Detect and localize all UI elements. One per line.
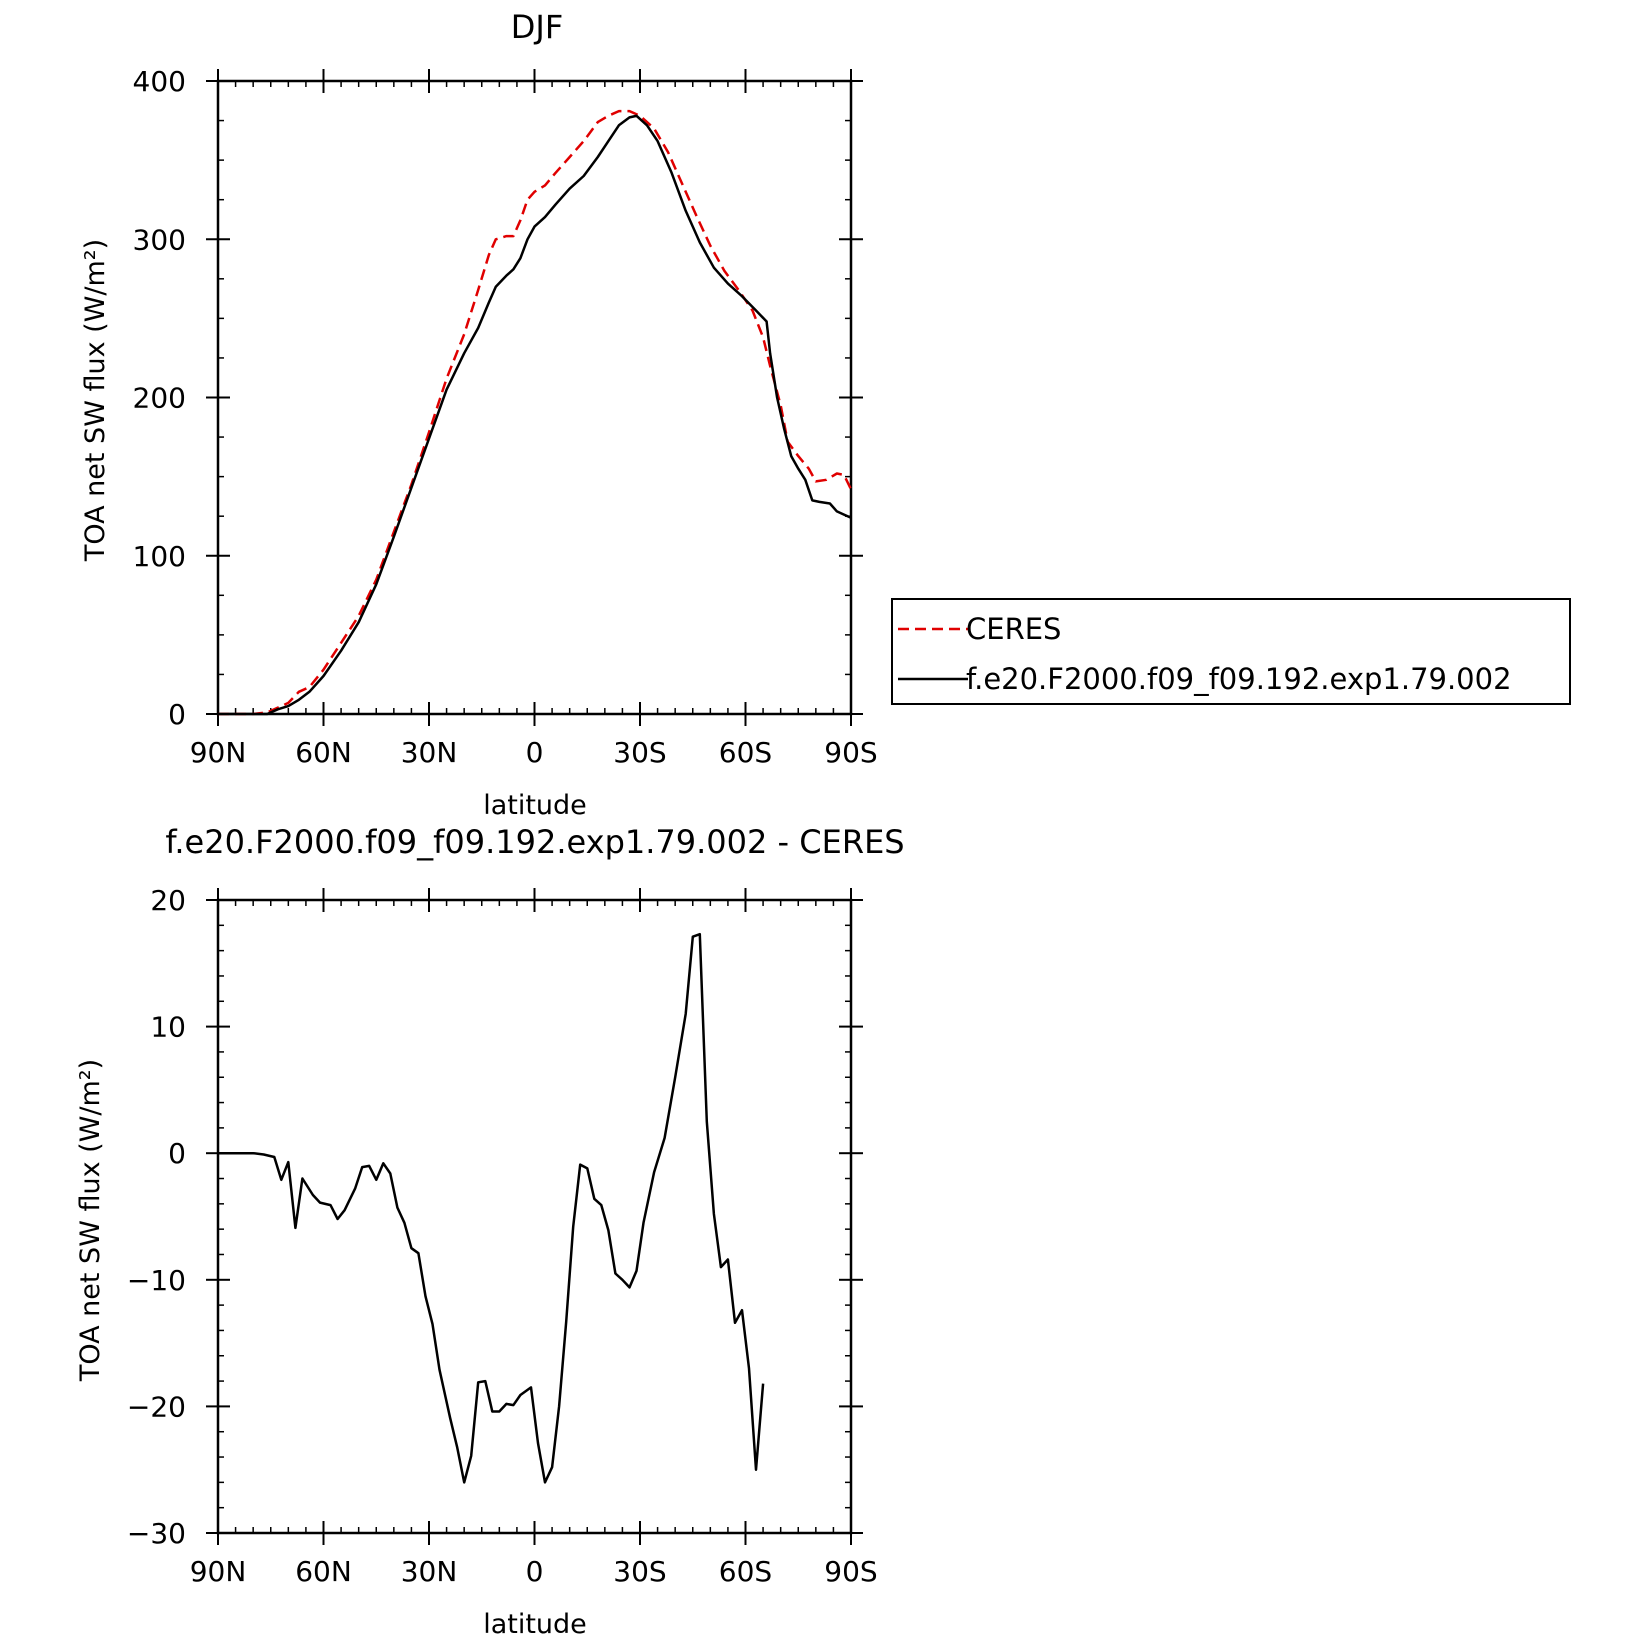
top-x-tick-label: 90S: [824, 736, 877, 769]
bottom-y-tick-label: −10: [127, 1264, 186, 1297]
top-plot-frame: [216, 79, 853, 716]
top-series-line-model: [218, 114, 852, 716]
top-x-tick-label: 30N: [401, 736, 458, 769]
bottom-x-tick-label: 60S: [719, 1555, 772, 1588]
bottom-x-tick-label: 30S: [613, 1555, 666, 1588]
top-y-ticks: 0 100 200 300 400: [133, 65, 863, 731]
legend-label-ceres: CERES: [966, 612, 1061, 646]
bottom-y-tick-label: −30: [127, 1517, 186, 1550]
top-y-axis-label: TOA net SW flux (W/m²): [80, 239, 111, 562]
legend: CERES f.e20.F2000.f09_f09.192.exp1.79.00…: [891, 598, 1571, 705]
top-x-axis-label: latitude: [483, 790, 587, 821]
top-chart-panel: DJF 0 100 200 300 400 90N 60N 30N 0 30S 60S 90S la…: [80, 8, 878, 821]
bottom-plot-frame: [216, 898, 853, 1535]
bottom-y-ticks: −30 −20 −10 0 10 20: [127, 884, 863, 1550]
bottom-x-tick-label: 90N: [190, 1555, 247, 1588]
bottom-x-tick-label: 30N: [401, 1555, 458, 1588]
bottom-chart-panel: f.e20.F2000.f09_f09.192.exp1.79.002 - CE…: [75, 823, 905, 1640]
bottom-x-tick-label: 60N: [295, 1555, 352, 1588]
top-series-line-ceres: [218, 109, 853, 716]
bottom-x-tick-label: 0: [526, 1555, 544, 1588]
bottom-x-axis-label: latitude: [483, 1609, 587, 1640]
bottom-series-line-difference: [218, 932, 765, 1484]
bottom-x-ticks: 90N 60N 30N 0 30S 60S 90S: [190, 888, 878, 1588]
top-x-tick-label: 0: [526, 736, 544, 769]
bottom-x-tick-label: 90S: [824, 1555, 877, 1588]
bottom-y-tick-label: 10: [150, 1011, 186, 1044]
top-x-tick-label: 30S: [613, 736, 666, 769]
top-y-tick-label: 100: [133, 540, 186, 573]
legend-box: [891, 598, 1571, 705]
bottom-y-axis-label: TOA net SW flux (W/m²): [75, 1059, 106, 1382]
top-y-tick-label: 0: [168, 698, 186, 731]
top-y-tick-label: 200: [133, 382, 186, 415]
top-x-ticks: 90N 60N 30N 0 30S 60S 90S: [190, 69, 878, 769]
top-y-tick-label: 300: [133, 223, 186, 256]
legend-label-model: f.e20.F2000.f09_f09.192.exp1.79.002: [966, 662, 1512, 696]
bottom-chart-title: f.e20.F2000.f09_f09.192.exp1.79.002 - CE…: [165, 823, 904, 861]
bottom-y-tick-label: −20: [127, 1390, 186, 1423]
bottom-y-tick-label: 20: [150, 884, 186, 917]
top-x-tick-label: 60N: [295, 736, 352, 769]
bottom-y-tick-label: 0: [168, 1137, 186, 1170]
top-chart-title: DJF: [511, 8, 563, 46]
top-x-tick-label: 60S: [719, 736, 772, 769]
top-y-tick-label: 400: [133, 65, 186, 98]
bottom-series-group: [218, 932, 765, 1484]
top-series-group: [218, 109, 853, 716]
top-x-tick-label: 90N: [190, 736, 247, 769]
